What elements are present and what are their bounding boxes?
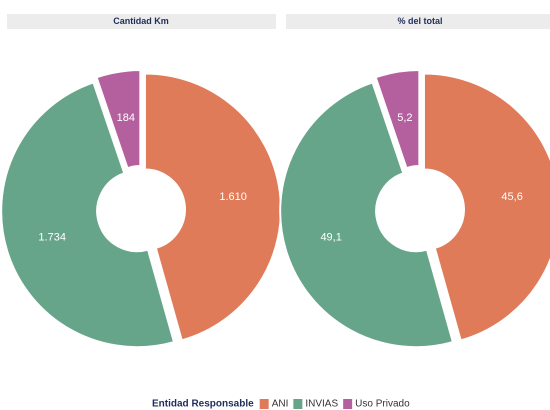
legend-swatch <box>343 399 353 409</box>
chart-title: Cantidad Km <box>113 16 169 26</box>
legend-label: Uso Privado <box>355 399 410 410</box>
donut-slice <box>95 69 142 170</box>
donut-slice <box>143 72 282 342</box>
panel-header <box>7 14 276 29</box>
legend-label: INVIAS <box>305 399 338 410</box>
donut-slice <box>422 72 550 342</box>
donut-slice <box>0 81 176 349</box>
panel-header <box>286 14 550 29</box>
data-label: 1.610 <box>219 191 247 203</box>
legend-label: ANI <box>272 399 289 410</box>
data-label: 184 <box>117 112 135 124</box>
data-label: 1.734 <box>38 231 66 243</box>
data-label: 49,1 <box>320 231 341 243</box>
legend-swatch <box>259 399 269 409</box>
donut-slice <box>374 69 421 170</box>
data-label: 45,6 <box>501 191 522 203</box>
chart-title: % del total <box>397 16 442 26</box>
data-label: 5,2 <box>397 112 412 124</box>
legend-title: Entidad Responsable <box>152 399 254 410</box>
legend-swatch <box>293 399 303 409</box>
donut-slice <box>279 81 455 349</box>
